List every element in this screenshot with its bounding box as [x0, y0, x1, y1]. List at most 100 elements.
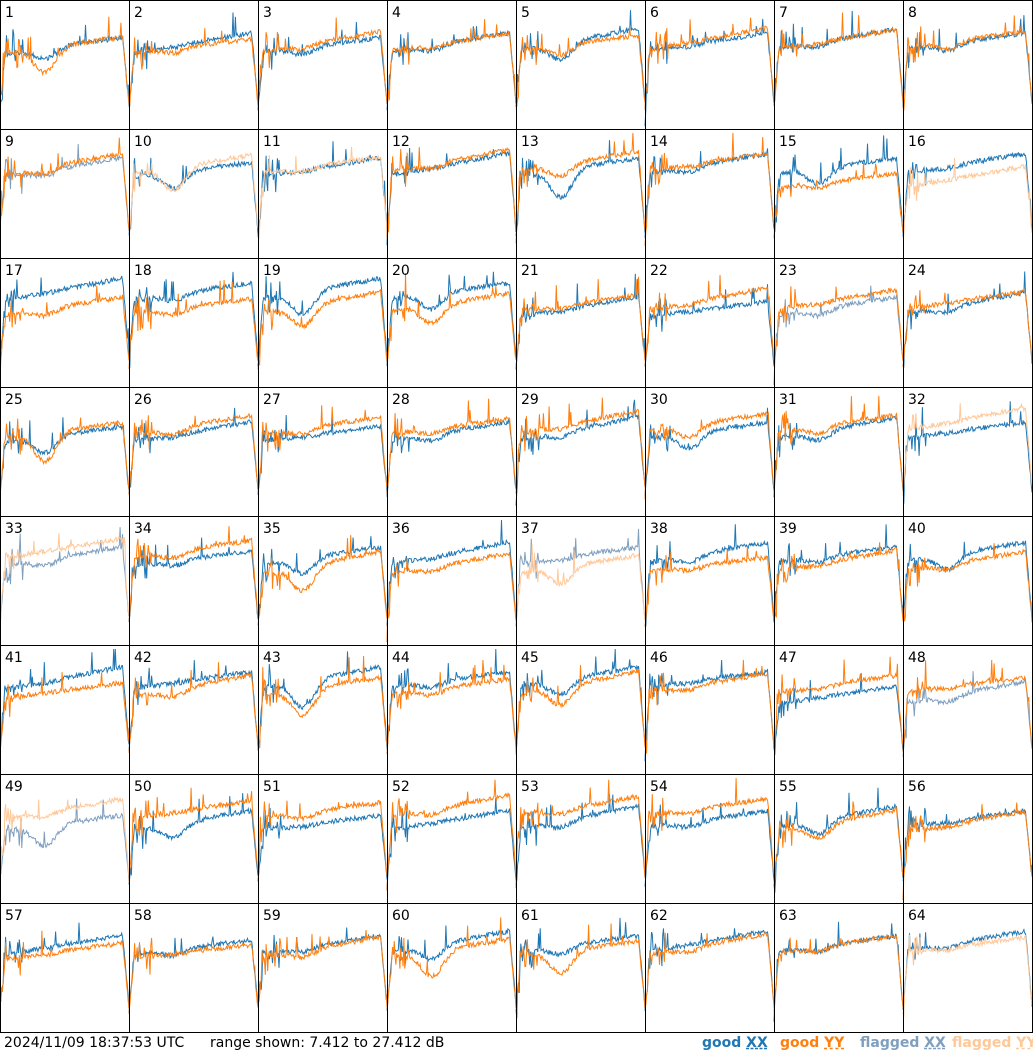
panel-2: 2 — [128, 0, 259, 130]
panel-5-label: 5 — [521, 5, 530, 21]
panel-49-label: 49 — [5, 779, 23, 795]
panel-33: 33 — [0, 516, 130, 646]
panel-17-label: 17 — [5, 263, 23, 279]
panel-39: 39 — [773, 516, 904, 646]
panel-43-yy-line — [257, 655, 388, 749]
panel-17-xx-line — [0, 275, 130, 363]
panel-39-label: 39 — [779, 521, 797, 537]
panel-4: 4 — [386, 0, 517, 130]
panel-11-yy-line — [257, 146, 388, 240]
panel-64: 64 — [902, 903, 1033, 1033]
panel-30-xx-line — [644, 407, 775, 496]
panel-60-xx-line — [386, 925, 517, 1011]
panel-34-label: 34 — [134, 521, 152, 537]
panel-23-label: 23 — [779, 263, 797, 279]
panel-11-label: 11 — [263, 134, 281, 150]
panel-25: 25 — [0, 387, 130, 517]
panel-57-yy-line — [0, 930, 130, 1009]
panel-47-yy-line — [773, 656, 904, 751]
panel-29-label: 29 — [521, 392, 539, 408]
panel-29-yy-line — [515, 397, 646, 494]
panel-17-yy-line — [0, 285, 130, 386]
panel-26-yy-line — [128, 412, 259, 495]
panel-12: 12 — [386, 129, 517, 259]
panel-1: 1 — [0, 0, 130, 130]
panel-41-xx-line — [0, 648, 130, 750]
panel-39-yy-line — [773, 542, 904, 622]
panel-50-yy-line — [128, 787, 259, 882]
panel-14-label: 14 — [650, 134, 668, 150]
panel-40-label: 40 — [908, 521, 926, 537]
panel-47-label: 47 — [779, 650, 797, 666]
panel-64-label: 64 — [908, 908, 926, 924]
panel-61: 61 — [515, 903, 646, 1033]
panel-61-label: 61 — [521, 908, 539, 924]
panel-12-xx-line — [386, 147, 517, 246]
panel-60: 60 — [386, 903, 517, 1033]
panel-39-xx-line — [773, 524, 904, 622]
panel-47-xx-line — [773, 672, 904, 756]
panel-49-xx-line — [0, 798, 130, 880]
panel-6: 6 — [644, 0, 775, 130]
panel-26: 26 — [128, 387, 259, 517]
panel-61-yy-line — [515, 923, 646, 1013]
panel-13: 13 — [515, 129, 646, 259]
panel-4-yy-line — [386, 18, 517, 104]
panel-41: 41 — [0, 645, 130, 775]
panel-8-yy-line — [902, 15, 1033, 111]
panel-15-yy-line — [773, 162, 904, 239]
panel-34-yy-line — [128, 526, 259, 621]
panel-25-label: 25 — [5, 392, 23, 408]
panel-54-label: 54 — [650, 779, 668, 795]
panel-11-xx-line — [257, 141, 388, 238]
panel-46: 46 — [644, 645, 775, 775]
panel-9: 9 — [0, 129, 130, 259]
panel-45-yy-line — [515, 665, 646, 755]
panel-9-yy-line — [0, 137, 130, 236]
panel-46-label: 46 — [650, 650, 668, 666]
panel-29: 29 — [515, 387, 646, 517]
panel-64-yy-line — [902, 933, 1033, 1017]
panel-51-label: 51 — [263, 779, 281, 795]
panel-43: 43 — [257, 645, 388, 775]
panel-16-xx-line — [902, 151, 1033, 237]
panel-29-xx-line — [515, 399, 646, 506]
panel-18-yy-line — [128, 279, 259, 369]
panel-50-xx-line — [128, 793, 259, 885]
panel-51: 51 — [257, 774, 388, 904]
panel-56: 56 — [902, 774, 1033, 904]
panel-16-yy-line — [902, 157, 1033, 239]
panel-36-yy-line — [386, 551, 517, 643]
panel-20-xx-line — [386, 271, 517, 366]
legend-flagged-xx-label: flagged — [860, 1035, 925, 1051]
panel-31: 31 — [773, 387, 904, 517]
panel-57: 57 — [0, 903, 130, 1033]
panel-36: 36 — [386, 516, 517, 646]
panel-44-label: 44 — [392, 650, 410, 666]
panel-58-label: 58 — [134, 908, 152, 924]
panel-21-yy-line — [515, 276, 646, 366]
panel-20-label: 20 — [392, 263, 410, 279]
panel-33-xx-line — [0, 527, 130, 626]
panel-52-yy-line — [386, 779, 517, 891]
panel-44-xx-line — [386, 648, 517, 750]
panel-24-xx-line — [902, 271, 1033, 368]
panel-54-yy-line — [644, 778, 775, 879]
panel-22-label: 22 — [650, 263, 668, 279]
panel-2-xx-line — [128, 12, 259, 107]
panel-55-yy-line — [773, 801, 904, 884]
panel-59-label: 59 — [263, 908, 281, 924]
timestamp: 2024/11/09 18:37:53 UTC — [4, 1035, 185, 1051]
panel-22: 22 — [644, 258, 775, 388]
panel-7: 7 — [773, 0, 904, 130]
panel-28-xx-line — [386, 418, 517, 497]
panel-6-xx-line — [644, 18, 775, 127]
panel-12-label: 12 — [392, 134, 410, 150]
panel-24-yy-line — [902, 289, 1033, 367]
panel-19-xx-line — [257, 276, 388, 367]
panel-42-yy-line — [128, 662, 259, 753]
panel-62: 62 — [644, 903, 775, 1033]
panel-25-yy-line — [0, 417, 130, 497]
panel-27-yy-line — [257, 405, 388, 493]
